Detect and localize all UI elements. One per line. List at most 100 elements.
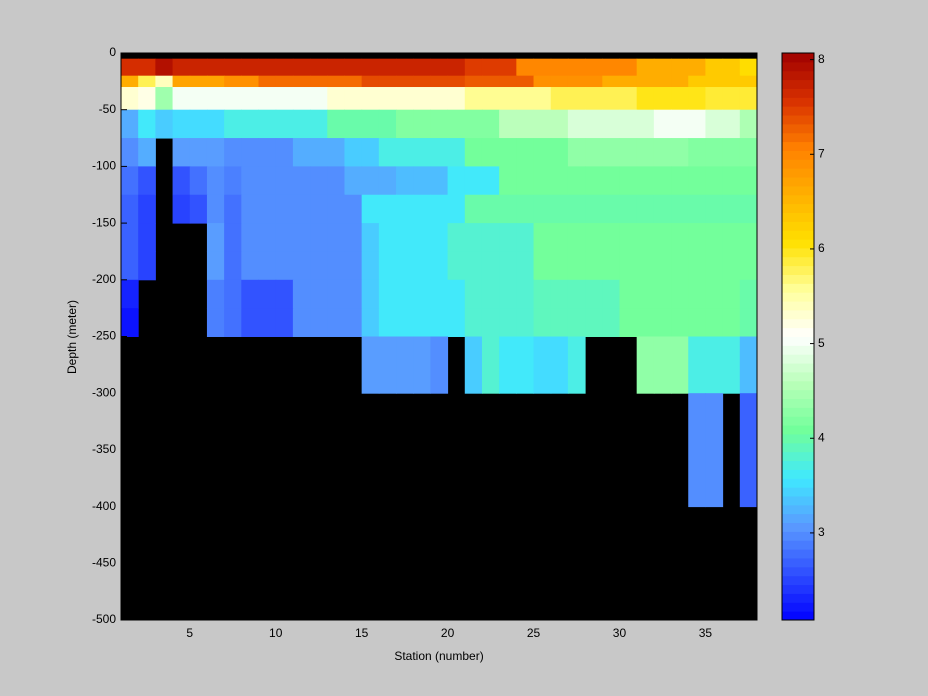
- cell: [327, 87, 345, 111]
- cell: [464, 58, 483, 77]
- cell: [413, 336, 431, 394]
- cell: [430, 251, 449, 281]
- cell: [361, 279, 380, 309]
- cell: [464, 223, 483, 252]
- y-tick-label: -50: [99, 102, 117, 116]
- cell: [430, 279, 449, 309]
- cell: [258, 279, 277, 309]
- colorbar-step: [782, 433, 814, 444]
- cell: [378, 109, 397, 139]
- colorbar-step: [782, 239, 814, 249]
- cell: [413, 194, 431, 224]
- cell: [258, 75, 277, 88]
- cell: [602, 194, 620, 224]
- cell: [396, 279, 414, 309]
- cell: [138, 109, 156, 139]
- cell: [378, 279, 397, 309]
- cell: [550, 308, 569, 337]
- cell: [653, 58, 672, 77]
- y-tick-label: -500: [92, 612, 116, 626]
- cell: [206, 194, 225, 224]
- cell: [327, 75, 345, 88]
- cell: [464, 336, 483, 394]
- cell: [688, 166, 706, 196]
- cell: [447, 87, 466, 111]
- cell: [189, 194, 208, 224]
- cell: [138, 87, 156, 111]
- cell: [310, 166, 328, 196]
- colorbar-step: [782, 549, 814, 559]
- cell: [378, 166, 397, 196]
- cell: [550, 138, 569, 167]
- cell: [464, 194, 483, 224]
- cell: [602, 87, 620, 111]
- cell: [206, 87, 225, 111]
- cell: [258, 109, 277, 139]
- cell: [396, 308, 414, 337]
- cell: [533, 87, 552, 111]
- cell: [567, 58, 586, 77]
- cell: [619, 279, 638, 309]
- cell: [275, 75, 294, 88]
- cell: [550, 223, 569, 252]
- colorbar-step: [782, 451, 814, 462]
- cell: [121, 109, 139, 139]
- cell: [567, 166, 586, 196]
- cell: [292, 194, 311, 224]
- cell: [567, 251, 586, 281]
- cell: [189, 75, 208, 88]
- cell: [516, 223, 535, 252]
- colorbar-step: [782, 203, 814, 213]
- cell: [224, 87, 242, 111]
- cell: [121, 223, 139, 252]
- cell: [481, 138, 500, 167]
- cell: [619, 166, 638, 196]
- colorbar-step: [782, 354, 814, 364]
- cell: [585, 166, 603, 196]
- cell: [413, 138, 431, 167]
- cell: [688, 75, 706, 88]
- colorbar-step: [782, 487, 814, 497]
- cell: [327, 194, 345, 224]
- cell: [722, 223, 741, 252]
- cell: [739, 194, 758, 224]
- cell: [378, 87, 397, 111]
- cell: [671, 223, 689, 252]
- cell: [189, 58, 208, 77]
- cell: [310, 58, 328, 77]
- colorbar-tick-label: 4: [818, 430, 825, 444]
- cell: [430, 223, 449, 252]
- cell: [705, 393, 724, 508]
- cell: [585, 75, 603, 88]
- colorbar-step: [782, 70, 814, 81]
- cell: [533, 194, 552, 224]
- colorbar-tick-label: 3: [818, 525, 825, 539]
- cell: [516, 109, 535, 139]
- cell: [619, 194, 638, 224]
- cell: [636, 138, 655, 167]
- colorbar-step: [782, 106, 814, 116]
- cell: [602, 251, 620, 281]
- cell: [258, 58, 277, 77]
- cell: [396, 166, 414, 196]
- cell: [533, 308, 552, 337]
- cell: [430, 308, 449, 337]
- cell: [585, 251, 603, 281]
- cell: [430, 166, 449, 196]
- cell: [413, 223, 431, 252]
- cell: [602, 109, 620, 139]
- cell: [224, 58, 242, 77]
- cell: [344, 138, 363, 167]
- cell: [327, 109, 345, 139]
- cell: [739, 336, 758, 394]
- y-axis-label: Depth (meter): [65, 300, 79, 374]
- cell: [430, 58, 449, 77]
- cell: [172, 109, 191, 139]
- cell: [275, 251, 294, 281]
- cell: [241, 308, 260, 337]
- colorbar-step: [782, 540, 814, 550]
- cell: [671, 308, 689, 337]
- cell: [533, 279, 552, 309]
- cell: [361, 58, 380, 77]
- cell: [619, 87, 638, 111]
